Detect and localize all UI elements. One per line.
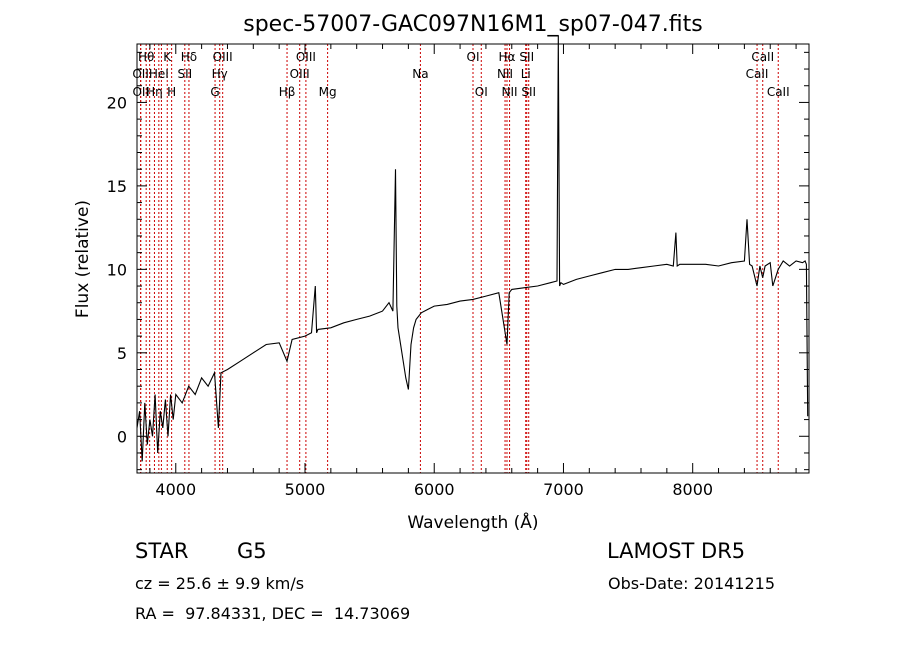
spectral-line-label: OII — [132, 67, 149, 81]
x-tick-label: 8000 — [672, 480, 713, 499]
x-tick-label: 5000 — [285, 480, 326, 499]
y-axis: 0 5 10 15 20 — [107, 51, 809, 471]
x-axis: 4000 5000 6000 7000 8000 — [149, 44, 797, 499]
y-tick-label: 5 — [117, 344, 127, 363]
y-tick-label: 0 — [117, 427, 127, 446]
chart-title: spec-57007-GAC097N16M1_sp07-047.fits — [243, 12, 703, 37]
spectral-line-label: Na — [412, 67, 428, 81]
spectral-line-label: Mg — [319, 85, 337, 99]
spectrum-line — [136, 35, 809, 462]
y-tick-label: 20 — [107, 93, 127, 112]
spectral-line-label: Hη — [146, 85, 163, 99]
object-class: STAR — [135, 539, 189, 563]
spectral-line-label: OIII — [290, 67, 310, 81]
spectral-line-label: NII — [502, 85, 518, 99]
spectral-line-label: K — [163, 50, 172, 64]
survey-name: LAMOST DR5 — [607, 539, 746, 563]
spectral-line-label: H — [167, 85, 176, 99]
obs-date: Obs-Date: 20141215 — [608, 574, 776, 593]
y-tick-label: 10 — [107, 260, 127, 279]
coordinates: RA = 97.84331, DEC = 14.73069 — [135, 604, 411, 623]
spectral-line-label: Hγ — [212, 67, 228, 81]
y-axis-label: Flux (relative) — [73, 200, 93, 318]
spectral-line-labels: OIIOIIHθHηHeIKHSIIHδGHγOIIIHβOIIIOIIIMgN… — [132, 50, 789, 99]
spectral-line-label: Hβ — [279, 85, 296, 99]
spectral-line-label: Li — [521, 67, 531, 81]
spectral-line-label: NII — [497, 67, 513, 81]
x-axis-label: Wavelength (Å) — [407, 511, 538, 533]
spectral-line-label: SII — [521, 85, 536, 99]
x-tick-label: 6000 — [414, 480, 455, 499]
spectral-line-label: G — [210, 85, 219, 99]
spectral-line-label: OI — [475, 85, 488, 99]
plot-frame — [136, 43, 810, 474]
spectral-line-label: Hθ — [138, 50, 154, 64]
x-tick-label: 7000 — [543, 480, 584, 499]
spectral-line-label: SII — [177, 67, 192, 81]
spectral-line-label: CaII — [751, 50, 774, 64]
spectral-line-label: OI — [467, 50, 480, 64]
spectral-line-label: CaII — [746, 67, 769, 81]
spectral-line-label: SII — [519, 50, 534, 64]
y-tick-label: 15 — [107, 177, 127, 196]
spectral-line-label: OIII — [213, 50, 233, 64]
spectral-line-label: Hδ — [181, 50, 197, 64]
x-tick-label: 4000 — [155, 480, 196, 499]
spectral-line-label: HeI — [149, 67, 169, 81]
spectral-line-label: OIII — [296, 50, 316, 64]
spectral-line-label: CaII — [767, 85, 790, 99]
velocity-readout: cz = 25.6 ± 9.9 km/s — [135, 574, 305, 593]
object-subclass: G5 — [237, 539, 267, 563]
spectral-line-label: Hα — [499, 50, 516, 64]
spectral-line-markers — [140, 44, 779, 473]
